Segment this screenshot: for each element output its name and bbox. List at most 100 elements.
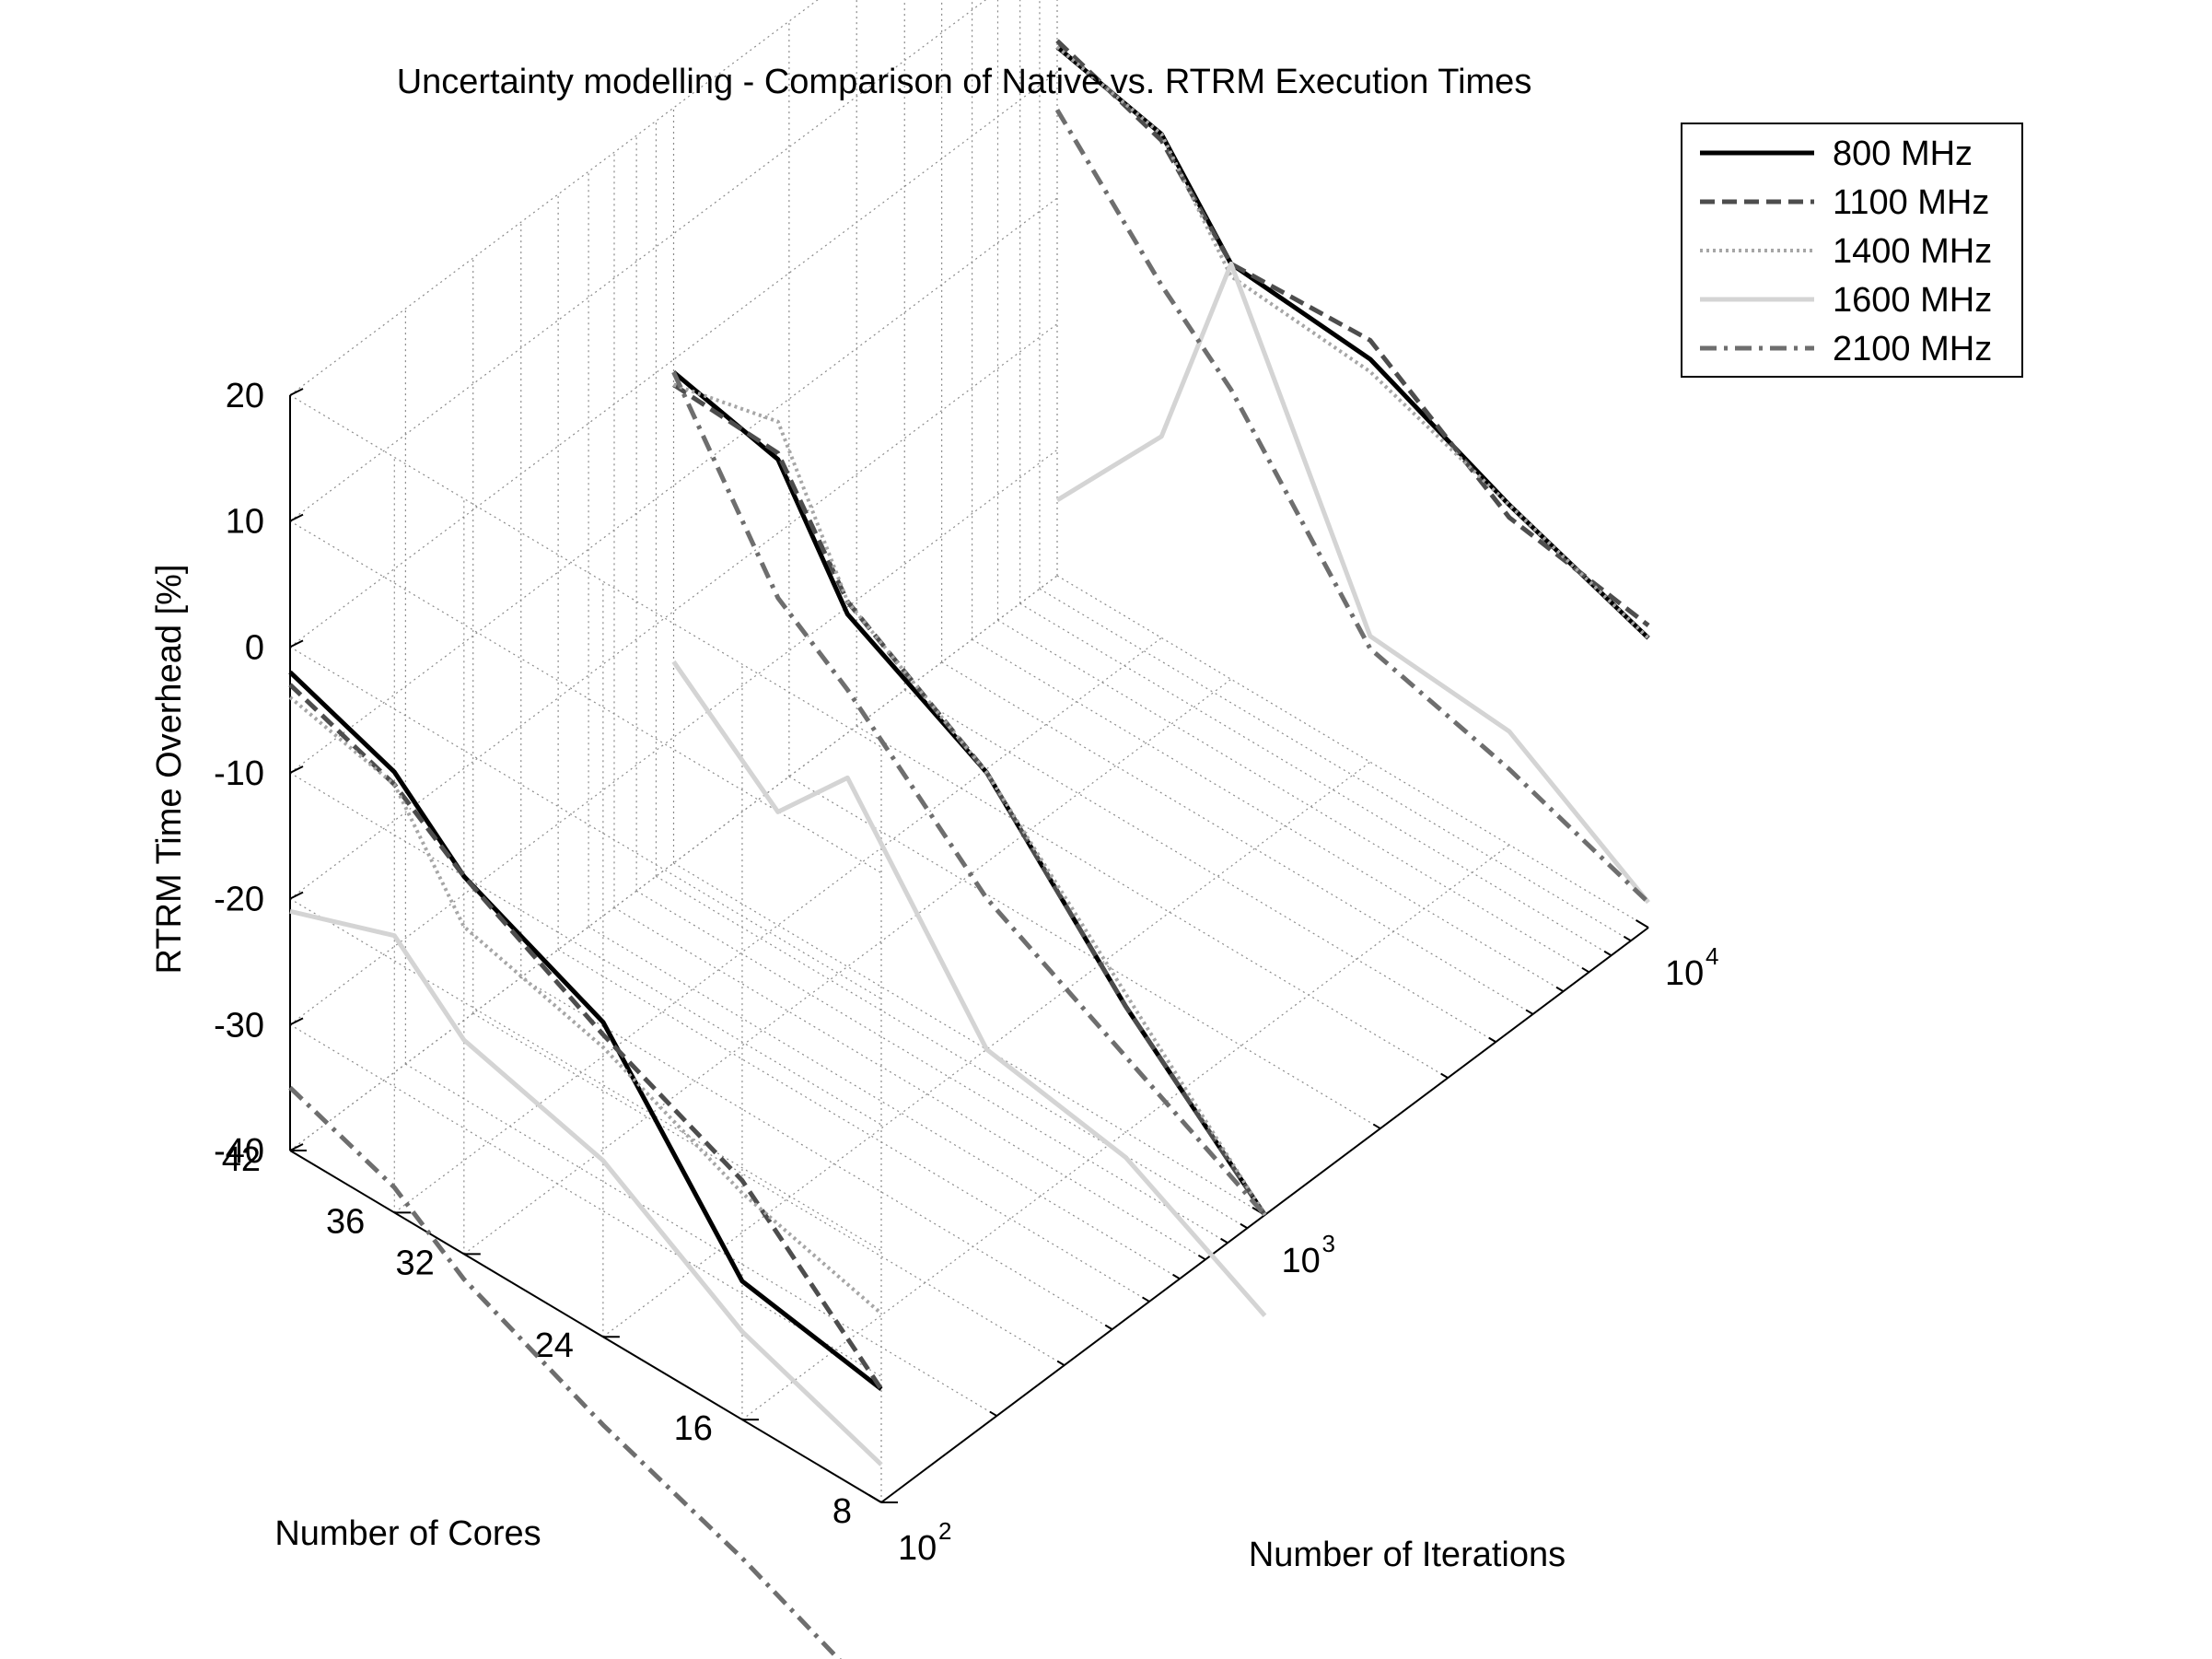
z-tick-mark <box>289 639 304 648</box>
z-tick-mark <box>289 765 304 774</box>
x-tick-mark <box>1197 1254 1206 1261</box>
grid-line-floor-iter <box>972 638 1564 992</box>
grid-line-floor-iter <box>588 926 1181 1279</box>
y-axis-line <box>289 1150 882 1503</box>
grid-line-floor-iter <box>520 976 1113 1330</box>
grid-line-floor-iter <box>856 725 1449 1079</box>
x-tick-label: 10 2 <box>898 1517 951 1568</box>
y-tick-label: 42 <box>222 1140 261 1179</box>
z-tick-mark <box>289 513 304 522</box>
y-tick-label: 24 <box>535 1326 574 1365</box>
grid-line-floor-iter <box>997 619 1589 973</box>
z-tick-mark <box>289 891 304 900</box>
series-line <box>289 908 883 1466</box>
z-axis-label: RTRM Time Overhead [%] <box>150 565 189 975</box>
legend-box <box>1681 123 2023 378</box>
series-line <box>1055 39 1650 627</box>
z-tick-label: 0 <box>245 628 264 667</box>
x-tick-mark <box>1220 1237 1228 1244</box>
grid-line-sidewall-z <box>289 520 882 874</box>
x-tick-label-base: 10 <box>1665 954 1704 993</box>
grid-line-floor-iter <box>656 875 1248 1229</box>
series-line <box>1055 45 1650 640</box>
z-tick-mark <box>289 388 304 396</box>
z-tick-mark <box>289 1143 304 1151</box>
x-tick-mark <box>1240 1222 1248 1230</box>
x-tick-label-exponent: 3 <box>1322 1230 1335 1257</box>
grid-line-floor-iter <box>635 890 1228 1244</box>
grid-line-floor-iter <box>557 949 1150 1303</box>
z-tick-mark <box>289 1017 304 1026</box>
grid-line-floor-iter <box>472 1012 1065 1366</box>
grid-line-sidewall-z <box>289 898 882 1252</box>
y-tick-label: 32 <box>396 1244 435 1282</box>
x-tick-mark <box>1372 1123 1381 1129</box>
series-2100-mhz <box>288 109 1650 1659</box>
x-tick-label: 10 4 <box>1665 942 1718 993</box>
legend-label: 2100 MHz <box>1833 330 1992 368</box>
legend-label: 800 MHz <box>1833 134 1973 173</box>
grid-line-sidewall-z <box>289 1023 882 1377</box>
x-tick-mark <box>867 1494 882 1503</box>
grid-line-floor-iter <box>1019 602 1612 956</box>
grid-line-floor-iter <box>788 776 1381 1129</box>
series-line <box>288 670 883 1391</box>
grid-line-floor-iter <box>613 906 1206 1260</box>
x-tick-mark <box>989 1410 997 1417</box>
grid-line-floor-iter <box>405 1063 997 1417</box>
x-tick-mark <box>1440 1072 1449 1079</box>
chart-title: Uncertainty modelling - Comparison of Na… <box>397 63 1532 101</box>
x-tick-mark <box>1623 935 1632 942</box>
data-series <box>288 39 1650 1659</box>
grid-line-floor-iter <box>1056 575 1649 929</box>
y-tick-label: 8 <box>832 1492 852 1531</box>
x-tick-mark <box>1525 1009 1534 1015</box>
y-axis-label: Number of Cores <box>274 1514 541 1553</box>
legend-entry: 800 MHz <box>1700 134 1973 173</box>
y-tick-label: 16 <box>674 1409 713 1448</box>
x-tick-mark <box>1581 966 1589 974</box>
series-line <box>288 695 883 1315</box>
grid-line-floor-iter <box>941 661 1533 1015</box>
grid-line-floor-iter <box>903 689 1496 1043</box>
x-tick-mark <box>1635 919 1649 929</box>
grid-line-sidewall-z <box>289 646 882 999</box>
x-tick-label-exponent: 2 <box>938 1517 951 1545</box>
grid-line-floor-iter <box>1039 588 1632 941</box>
grid-line-sidewall-z <box>289 394 882 748</box>
z-tick-label: -10 <box>214 754 264 793</box>
legend-label: 1100 MHz <box>1833 183 1989 222</box>
series-line <box>672 382 1267 1217</box>
y-tick-label: 36 <box>326 1202 365 1241</box>
series-1400-mhz <box>288 45 1650 1315</box>
z-tick-label: -40 <box>214 1132 264 1171</box>
z-tick-label: -30 <box>214 1006 264 1045</box>
legend-entry: 1100 MHz <box>1700 183 1989 222</box>
legend-entry: 1600 MHz <box>1700 281 1992 320</box>
legend-entry: 2100 MHz <box>1700 330 1992 368</box>
z-tick-label: -20 <box>214 881 264 919</box>
x-axis-label: Number of Iterations <box>1249 1536 1566 1574</box>
series-1600-mhz <box>289 261 1650 1466</box>
z-tick-label: 10 <box>226 503 264 542</box>
x-tick-label-base: 10 <box>1282 1242 1321 1280</box>
x-tick-mark <box>1104 1324 1113 1331</box>
grid-line-sidewall-z <box>289 772 882 1126</box>
legend-entry: 1400 MHz <box>1700 232 1992 271</box>
z-tick-label: 20 <box>226 377 264 415</box>
x-tick-label-base: 10 <box>898 1529 937 1568</box>
x-tick-mark <box>1603 950 1612 957</box>
series-line <box>288 1085 842 1659</box>
x-tick-mark <box>1056 1360 1065 1366</box>
legend: 800 MHz 1100 MHz 1400 MHz 1600 MHz 2100 MHz <box>1681 123 2023 378</box>
series-line <box>1055 261 1650 905</box>
legend-label: 1600 MHz <box>1833 281 1992 320</box>
legend-label: 1400 MHz <box>1833 232 1992 271</box>
x-tick-label: 10 3 <box>1282 1230 1335 1280</box>
x-tick-label-exponent: 4 <box>1706 942 1718 970</box>
grid-line-floor-iter <box>673 862 1265 1216</box>
x-tick-mark <box>1488 1036 1496 1044</box>
x-tick-mark <box>1555 986 1565 993</box>
